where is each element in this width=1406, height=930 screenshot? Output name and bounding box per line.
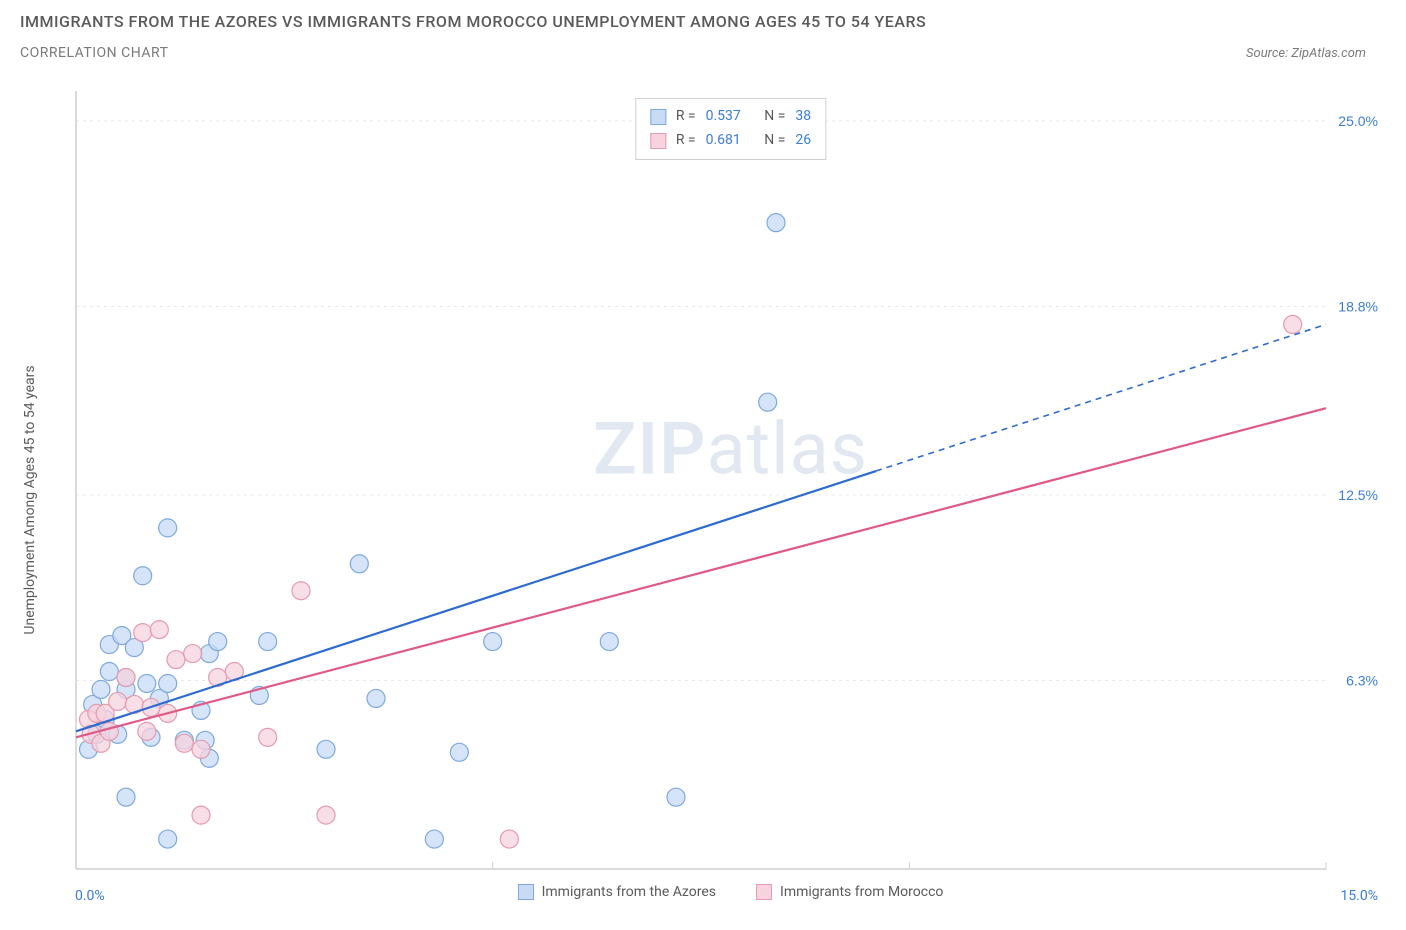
series-legend-item: Immigrants from the Azores [518,884,716,900]
svg-text:12.5%: 12.5% [1338,487,1378,503]
swatch-icon [650,109,666,125]
correlation-legend: R = 0.537 N = 38 R = 0.681 N = 26 [635,98,826,160]
source-attribution: Source: ZipAtlas.com [1246,46,1386,61]
swatch-icon [518,884,534,900]
legend-row-1: R = 0.537 N = 38 [650,105,811,129]
x-axis-min-label: 0.0% [75,888,105,904]
swatch-icon [756,884,772,900]
bottom-legend: 0.0% Immigrants from the Azores Immigran… [75,874,1386,910]
chart-container: Unemployment Among Ages 45 to 54 years Z… [20,90,1386,910]
series-legend-item: Immigrants from Morocco [756,884,943,900]
chart-title: IMMIGRANTS FROM THE AZORES VS IMMIGRANTS… [20,12,1386,31]
svg-text:6.3%: 6.3% [1346,672,1378,688]
swatch-icon [650,133,666,149]
scatter-plot: ZIPatlas 6.3%12.5%18.8%25.0% R = 0.537 N… [75,90,1386,870]
legend-row-2: R = 0.681 N = 26 [650,129,811,153]
y-axis-label: Unemployment Among Ages 45 to 54 years [22,365,38,634]
svg-text:25.0%: 25.0% [1338,113,1378,129]
chart-subtitle: CORRELATION CHART [20,45,168,61]
x-axis-max-label: 15.0% [1340,888,1378,904]
svg-text:18.8%: 18.8% [1338,298,1378,314]
